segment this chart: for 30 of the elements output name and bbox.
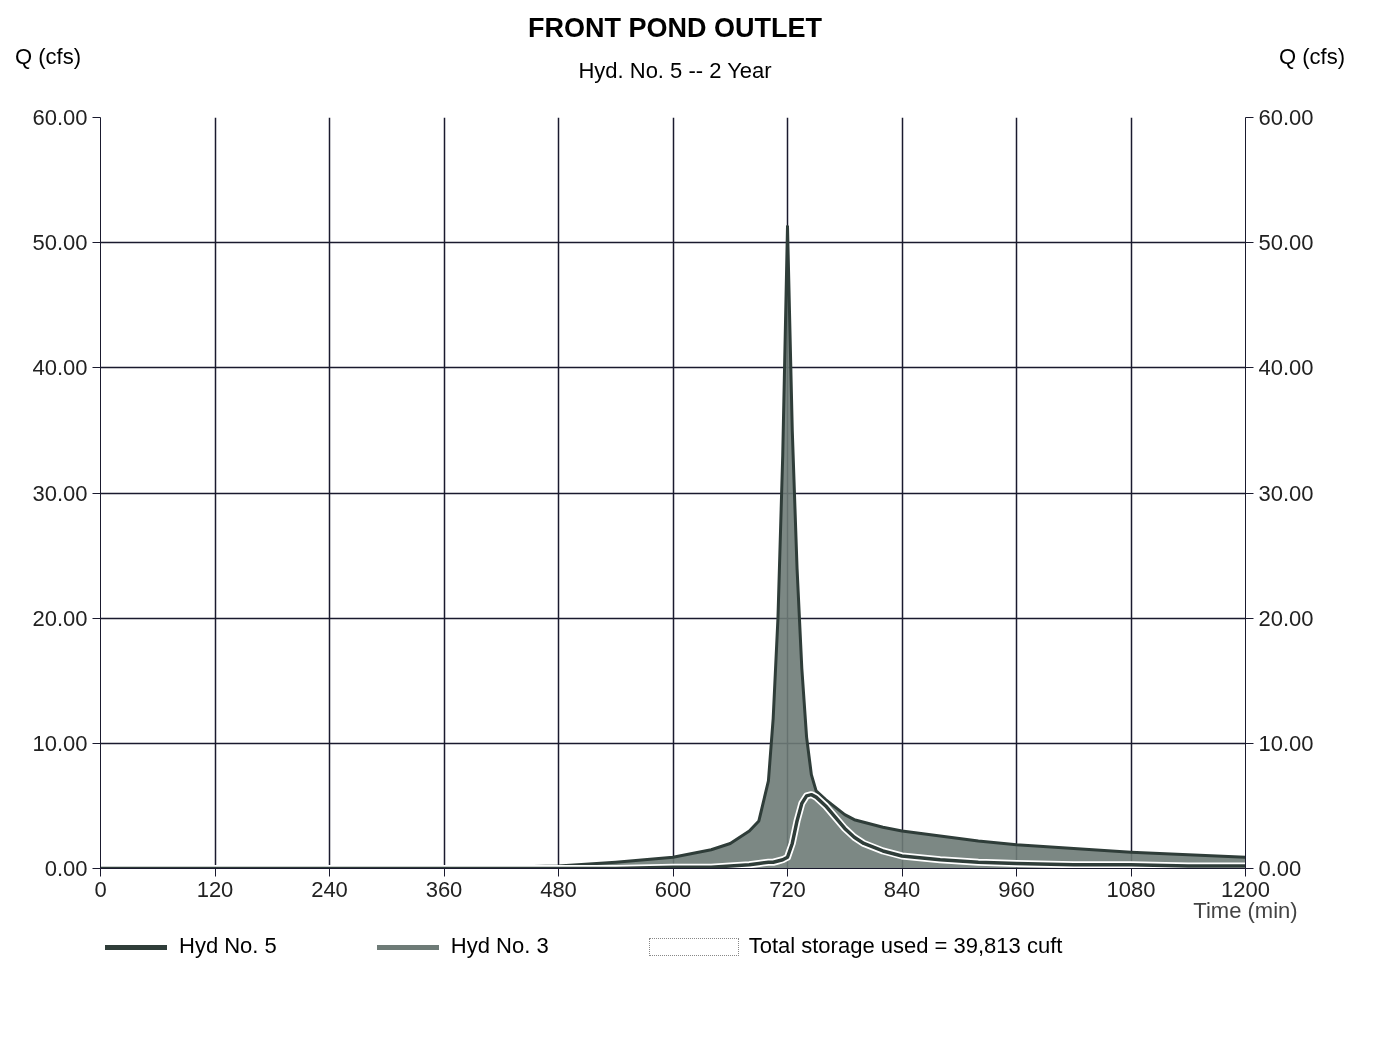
y-tick-label: 0.00: [44, 856, 88, 881]
x-tick-label: 1080: [1106, 876, 1156, 902]
y-tick-label: 30.00: [32, 480, 88, 506]
y-tick-label: 40.00: [32, 355, 88, 381]
chart-subtitle: Hyd. No. 5 -- 2 Year: [578, 58, 772, 83]
y-tick-label: 60.00: [32, 105, 88, 130]
y2-tick-label: 60.00: [1258, 105, 1314, 130]
y2-tick-label: 10.00: [1258, 730, 1314, 756]
y2-tick-label: 50.00: [1258, 230, 1314, 256]
x-tick-label: 120: [196, 876, 234, 902]
legend-label: Hyd No. 3: [449, 932, 549, 960]
y-tick-label: 10.00: [32, 730, 88, 756]
y-tick-label: 50.00: [32, 230, 88, 256]
y2-tick-label: 30.00: [1258, 480, 1314, 506]
legend-label: Hyd No. 5: [178, 932, 277, 960]
y-axis-title: Q (cfs): [15, 43, 81, 71]
x-tick-label: 240: [311, 876, 348, 902]
x-tick-label: 960: [998, 876, 1035, 902]
text: Total storage used = 39,813 cuft: [747, 933, 1063, 958]
x-tick-label: 0: [94, 876, 107, 902]
x-tick-label: 720: [769, 876, 806, 902]
x-tick-label: 600: [654, 876, 692, 902]
x-tick-label: 360: [425, 876, 463, 902]
y-tick-label: 20.00: [32, 605, 88, 631]
x-tick-label: 840: [883, 876, 921, 902]
y2-tick-label: 40.00: [1258, 355, 1314, 381]
y2-axis-title: Q (cfs): [1279, 43, 1345, 71]
x-tick-label: 480: [540, 876, 577, 902]
chart-title: FRONT POND OUTLET: [528, 13, 822, 43]
y2-tick-label: 20.00: [1258, 605, 1314, 631]
